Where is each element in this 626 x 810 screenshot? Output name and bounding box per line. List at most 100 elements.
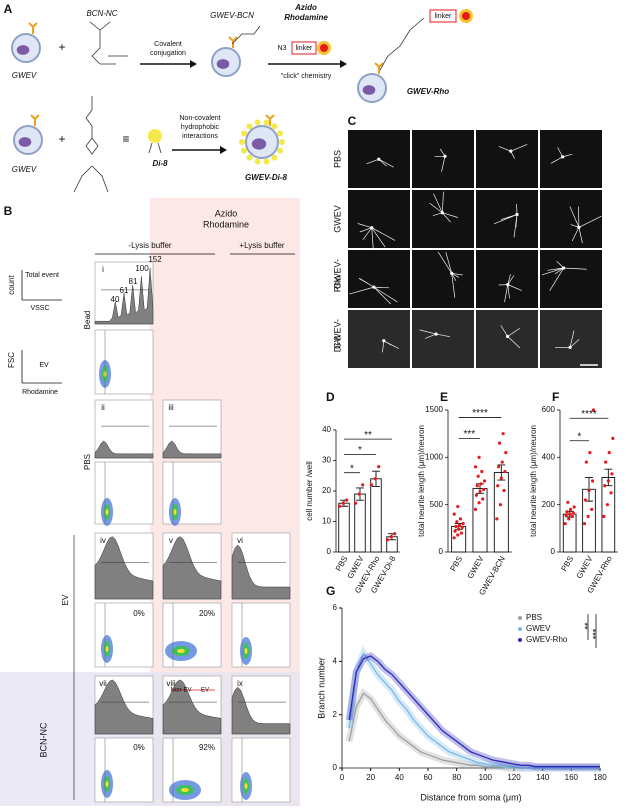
vesicle-cargo xyxy=(251,138,267,150)
label: 61 xyxy=(120,286,129,295)
molecule xyxy=(379,17,425,71)
label: cell number /well xyxy=(305,461,314,521)
x-tick-label: 180 xyxy=(593,773,607,782)
neurite xyxy=(500,325,521,349)
neurite xyxy=(429,191,458,223)
label: "click" chemistry xyxy=(281,73,332,80)
dye xyxy=(254,119,261,126)
neurite xyxy=(555,330,580,348)
data-point xyxy=(452,512,456,516)
micrograph xyxy=(348,250,410,308)
label: PBS xyxy=(83,454,92,470)
dye xyxy=(240,147,247,154)
y-tick-label: 10 xyxy=(322,517,331,526)
x-tick-label: 120 xyxy=(507,773,521,782)
y-tick-label: 20 xyxy=(322,486,331,495)
neurite xyxy=(419,329,450,339)
micrograph xyxy=(412,130,474,188)
x-tick-label: GWEV xyxy=(466,554,486,580)
data-point xyxy=(458,517,463,521)
legend-marker xyxy=(518,638,522,642)
data-point xyxy=(357,492,361,496)
legend-label: GWEV-Rho xyxy=(526,635,568,644)
neurite xyxy=(437,251,463,298)
significance: **** xyxy=(472,408,488,419)
data-point xyxy=(353,501,358,505)
dye-icon xyxy=(148,129,162,143)
dye xyxy=(246,123,253,130)
x-tick-label: 100 xyxy=(479,773,493,782)
y-tick-label: 4 xyxy=(333,656,338,665)
data-point xyxy=(504,451,508,455)
legend-marker xyxy=(518,616,522,620)
soma xyxy=(506,334,510,339)
histogram-image xyxy=(94,267,154,325)
dye-tail xyxy=(148,142,162,154)
micrograph xyxy=(540,130,602,188)
histogram-image xyxy=(231,686,291,735)
data-point xyxy=(477,455,481,459)
dye xyxy=(277,130,284,137)
label: Rhodamine xyxy=(284,13,328,22)
neurite xyxy=(569,206,602,243)
label: 20% xyxy=(199,609,215,618)
label: vii xyxy=(99,679,107,688)
vesicle-cargo xyxy=(18,137,32,147)
label: 100 xyxy=(135,264,149,273)
label: conjugation xyxy=(150,50,186,57)
y-tick-label: 0 xyxy=(327,547,332,556)
label: GWEV-Rho xyxy=(407,87,449,96)
soma xyxy=(370,226,374,230)
data-point xyxy=(566,500,570,504)
micrograph xyxy=(412,250,474,308)
label: iv xyxy=(100,536,106,545)
bar xyxy=(472,488,488,553)
label: Branch number xyxy=(316,657,326,719)
data-point xyxy=(452,536,456,540)
scatter-image xyxy=(181,788,189,792)
y-tick-label: 500 xyxy=(430,500,444,509)
label: D xyxy=(326,390,335,404)
data-point xyxy=(603,484,607,488)
y-tick-label: 1000 xyxy=(425,452,443,461)
bar xyxy=(601,477,616,553)
data-point xyxy=(572,505,576,509)
data-point xyxy=(477,501,481,505)
significance: * xyxy=(358,445,362,456)
dye xyxy=(263,158,270,165)
bar xyxy=(338,502,350,553)
histogram-image xyxy=(162,440,222,459)
micrograph xyxy=(540,250,602,308)
dye xyxy=(277,147,284,154)
legend-marker xyxy=(518,627,522,631)
protein xyxy=(265,114,275,126)
data-point xyxy=(568,507,573,511)
data-point xyxy=(454,524,458,529)
protein xyxy=(228,36,238,48)
data-point xyxy=(588,451,592,455)
line-halo xyxy=(345,652,600,771)
x-tick-label: 160 xyxy=(565,773,579,782)
micrograph xyxy=(540,190,602,248)
data-point xyxy=(385,538,390,542)
neurite xyxy=(541,260,587,291)
label: i xyxy=(102,265,104,274)
protein xyxy=(30,114,40,126)
label: + xyxy=(58,40,65,54)
data-point xyxy=(583,498,588,502)
label: 152 xyxy=(148,255,162,264)
x-tick-label: 0 xyxy=(340,773,345,782)
label: linker xyxy=(435,13,452,20)
data-point xyxy=(479,482,483,486)
significance: * xyxy=(350,463,354,474)
soma xyxy=(372,285,376,289)
scatter-image xyxy=(244,648,248,654)
label: Rhodamine xyxy=(203,219,249,229)
data-point xyxy=(586,514,590,519)
dye xyxy=(254,158,261,165)
arrow-head xyxy=(220,146,227,154)
data-point xyxy=(497,465,501,469)
y-tick-label: 200 xyxy=(542,500,556,509)
x-tick-label: 60 xyxy=(424,773,433,782)
y-tick-label: 0 xyxy=(439,547,444,556)
